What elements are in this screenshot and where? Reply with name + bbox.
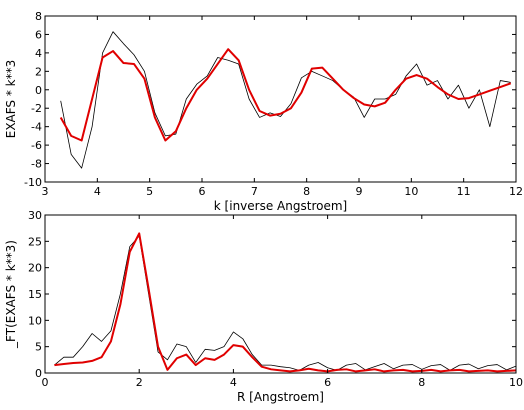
y-tick-label: -2 (31, 102, 42, 115)
y-tick-label: -10 (24, 176, 42, 189)
y-tick-label: 0 (35, 367, 42, 380)
y-tick-label: 8 (35, 10, 42, 23)
x-tick-label: 6 (199, 185, 206, 198)
y-tick-label: 2 (35, 65, 42, 78)
axes-frame (44, 15, 517, 183)
data-line (54, 232, 517, 373)
y-axis-label: _FT(EXAFS * k**3) (4, 240, 18, 349)
x-tick-label: 9 (356, 185, 363, 198)
x-tick-label: 5 (146, 185, 153, 198)
y-tick-label: 20 (28, 262, 42, 275)
data-line (59, 48, 512, 142)
x-tick-label: 2 (136, 376, 143, 389)
x-tick-label: 4 (94, 185, 101, 198)
y-tick-label: -6 (31, 139, 42, 152)
y-tick-label: -4 (31, 121, 42, 134)
y-axis-label: EXAFS * k**3 (4, 60, 18, 139)
x-tick-label: 8 (303, 185, 310, 198)
x-tick-label: 3 (42, 185, 49, 198)
y-tick-label: 10 (28, 314, 42, 327)
y-tick-label: 0 (35, 84, 42, 97)
x-tick-label: 11 (457, 185, 471, 198)
y-tick-label: 30 (28, 209, 42, 222)
x-tick-label: 4 (230, 376, 237, 389)
y-tick-label: 4 (35, 47, 42, 60)
y-tick-label: 6 (35, 28, 42, 41)
x-tick-label: 10 (404, 185, 418, 198)
x-tick-label: 10 (509, 376, 523, 389)
x-axis-label: R [Angstroem] (237, 390, 324, 404)
x-tick-label: 0 (42, 376, 49, 389)
y-tick-label: 15 (28, 288, 42, 301)
data-line (60, 31, 511, 169)
x-tick-label: 12 (509, 185, 523, 198)
y-tick-label: -8 (31, 158, 42, 171)
y-tick-label: 5 (35, 341, 42, 354)
data-line (54, 235, 517, 371)
x-axis-label: k [inverse Angstroem] (214, 199, 347, 213)
axes-frame (44, 214, 517, 374)
y-tick-label: 25 (28, 235, 42, 248)
x-tick-label: 8 (418, 376, 425, 389)
x-tick-label: 6 (324, 376, 331, 389)
x-tick-label: 7 (251, 185, 258, 198)
